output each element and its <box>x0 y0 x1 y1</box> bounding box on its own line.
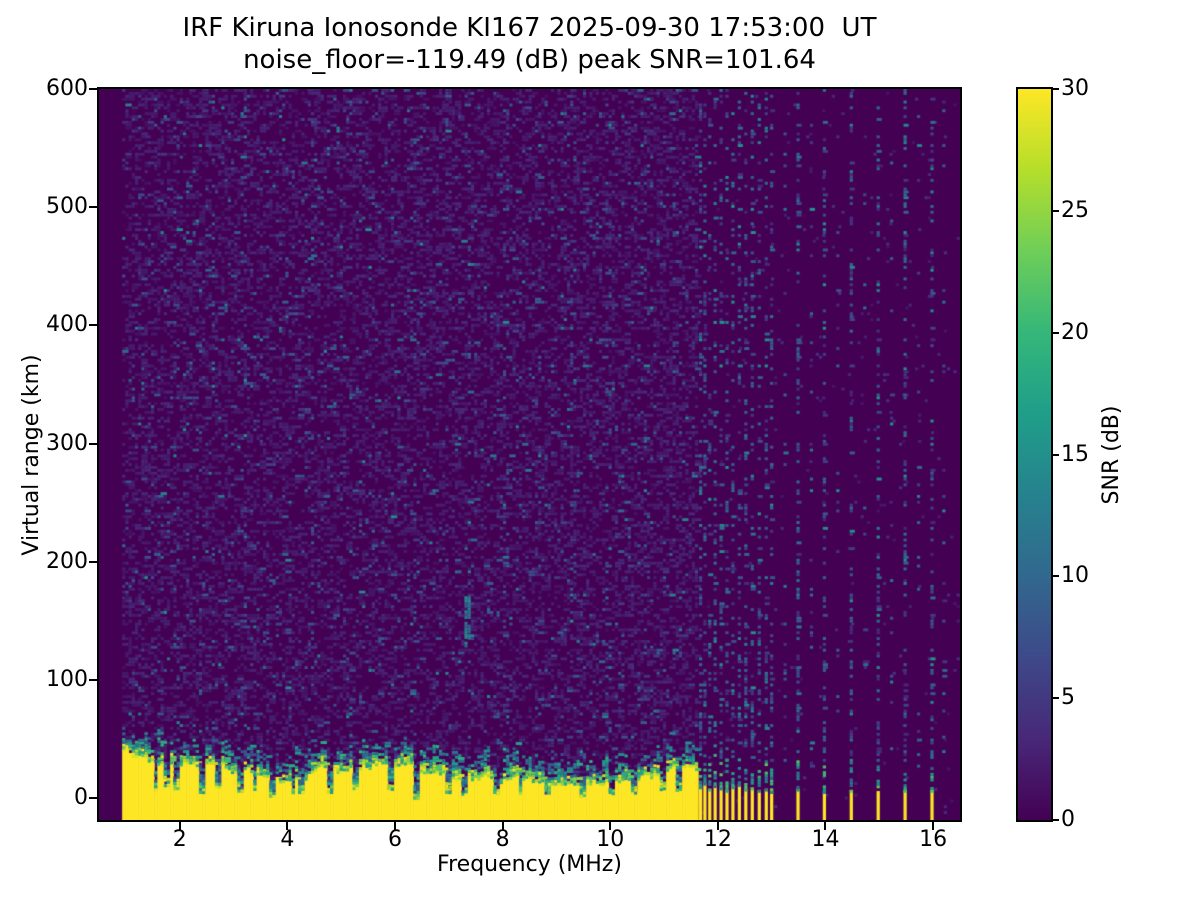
y-tick-mark <box>89 88 97 90</box>
x-tick-mark <box>609 822 612 830</box>
x-tick-label: 8 <box>495 827 510 852</box>
colorbar-tick-label: 15 <box>1061 441 1089 467</box>
colorbar-tick-mark <box>1053 697 1059 700</box>
y-tick-label: 0 <box>74 785 88 811</box>
x-tick-label: 14 <box>811 827 840 852</box>
figure-subtitle: noise_floor=-119.49 (dB) peak SNR=101.64 <box>243 45 816 75</box>
y-tick-mark <box>89 797 97 800</box>
x-tick-mark <box>824 822 827 830</box>
y-tick-label: 400 <box>46 312 88 338</box>
y-tick-label: 600 <box>46 76 88 101</box>
ionogram-heatmap-canvas <box>99 89 960 820</box>
colorbar-tick-mark <box>1053 575 1059 578</box>
x-axis-label: Frequency (MHz) <box>437 852 622 877</box>
y-tick-mark <box>89 678 97 681</box>
colorbar-tick-label: 0 <box>1061 807 1075 832</box>
y-tick-mark <box>89 324 97 327</box>
colorbar-tick-mark <box>1053 453 1059 456</box>
x-tick-label: 16 <box>919 827 948 852</box>
colorbar-tick-mark <box>1053 331 1059 334</box>
figure-title: IRF Kiruna Ionosonde KI167 2025-09-30 17… <box>182 13 877 43</box>
y-tick-mark <box>89 206 97 209</box>
y-tick-label: 200 <box>46 548 88 574</box>
x-tick-mark <box>501 822 504 830</box>
x-tick-mark <box>932 822 935 830</box>
y-tick-label: 100 <box>46 666 88 692</box>
y-tick-mark <box>89 442 97 445</box>
x-tick-label: 4 <box>280 827 295 852</box>
x-tick-label: 6 <box>387 827 402 852</box>
y-tick-mark <box>89 560 97 563</box>
colorbar-tick-mark <box>1053 819 1059 821</box>
colorbar-tick-mark <box>1053 209 1059 212</box>
y-tick-label: 300 <box>46 430 88 456</box>
y-tick-label: 500 <box>46 194 88 220</box>
plot-area <box>97 87 962 822</box>
colorbar-tick-label: 10 <box>1061 563 1089 589</box>
colorbar-tick-label: 30 <box>1061 76 1089 101</box>
x-tick-mark <box>393 822 396 830</box>
colorbar <box>1016 87 1053 822</box>
x-tick-mark <box>286 822 289 830</box>
x-tick-label: 2 <box>172 827 187 852</box>
colorbar-tick-label: 20 <box>1061 319 1089 345</box>
x-tick-label: 10 <box>596 827 625 852</box>
x-tick-mark <box>716 822 719 830</box>
colorbar-gradient <box>1018 89 1051 820</box>
colorbar-tick-label: 5 <box>1061 685 1075 711</box>
x-tick-label: 12 <box>703 827 732 852</box>
x-tick-mark <box>178 822 181 830</box>
colorbar-tick-label: 25 <box>1061 197 1089 223</box>
colorbar-tick-mark <box>1053 88 1059 90</box>
